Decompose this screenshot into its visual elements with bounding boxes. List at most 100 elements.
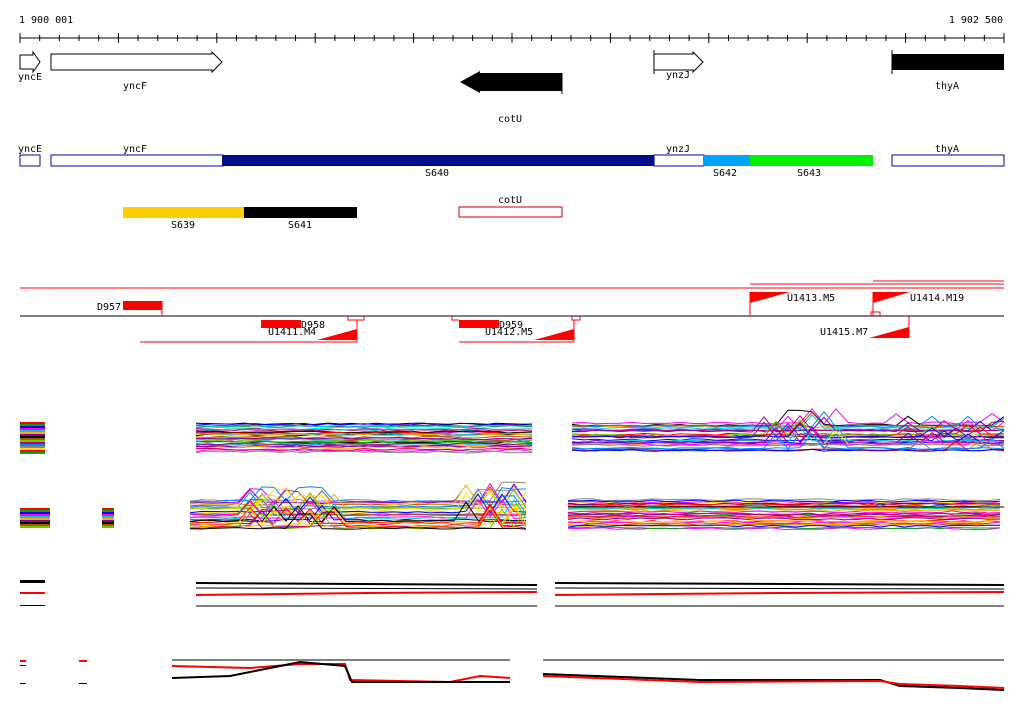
gene-arrow-yncF[interactable] (50, 50, 223, 74)
segment-S642[interactable] (703, 155, 750, 166)
expression-bar (20, 580, 45, 583)
segment-thyA[interactable] (891, 154, 1005, 167)
expression-profile-line (189, 506, 527, 528)
expression-profile-line (189, 501, 527, 523)
expression-profile-line (189, 487, 527, 509)
expression-bar (20, 592, 45, 594)
expression-profile-line (567, 515, 1001, 519)
expression-profile-line (195, 447, 533, 451)
expression-profile-line (571, 422, 1005, 439)
expression-profile-line (195, 591, 538, 596)
gene-arrow-cotU[interactable] (460, 71, 562, 93)
expression-profile-line (571, 435, 1005, 447)
segment-label-S642: S642 (713, 168, 737, 179)
expression-profile-line (171, 660, 510, 683)
expression-bar (102, 514, 114, 516)
expression-bar (102, 512, 114, 514)
feature-D959[interactable] (459, 320, 499, 328)
gene-arrow-yncE[interactable] (19, 50, 41, 74)
expression-bar (20, 510, 50, 512)
segment-label-S643: S643 (797, 168, 821, 179)
expression-bar (20, 424, 45, 426)
segment-cotU[interactable] (458, 206, 563, 218)
segment-S643[interactable] (750, 155, 873, 166)
expression-profile-line (189, 505, 527, 526)
coordinate-ruler (19, 33, 1005, 43)
expression-bar (102, 516, 114, 518)
expression-track-4 (20, 659, 1005, 691)
segment-S641[interactable] (244, 207, 357, 218)
feature-label-U1412: U1412.M5 (485, 327, 533, 338)
expression-profile-line (195, 442, 533, 446)
expression-profile-line (567, 524, 1001, 528)
feature-D958[interactable] (261, 320, 301, 328)
expression-bar (20, 514, 50, 516)
expression-profile-line (195, 440, 533, 444)
feature-label-D957: D957 (97, 302, 121, 313)
feature-U1415-flag[interactable] (869, 327, 909, 338)
feature-label-U1415: U1415.M7 (820, 327, 868, 338)
expression-bar (20, 442, 45, 444)
transcript-label-cotU: cotU (498, 195, 522, 206)
expression-profile-line (195, 439, 533, 443)
expression-bar (20, 438, 45, 440)
expression-profile-line (195, 587, 538, 590)
expression-profile-line (195, 422, 533, 426)
expression-bar (102, 510, 114, 512)
feature-label-U1414: U1414.M19 (910, 293, 964, 304)
expression-profile-line (571, 425, 1005, 443)
expression-track-2 (20, 481, 1004, 531)
feature-U1412-flag[interactable] (534, 329, 574, 340)
expression-bar (79, 660, 87, 662)
expression-bar (20, 434, 45, 436)
expression-profile-line (195, 430, 533, 434)
expression-profile-line (571, 448, 1005, 452)
expression-profile-line (567, 510, 1001, 514)
expression-bar (20, 440, 45, 442)
expression-profile-line (567, 523, 1001, 527)
feature-label-U1411: U1411.M4 (268, 327, 316, 338)
gene-label-cotU: cotU (498, 114, 522, 125)
segment-yncE[interactable] (19, 154, 41, 167)
expression-bar (20, 448, 45, 450)
expression-tracks (20, 408, 1005, 691)
expression-profile-line (567, 499, 1001, 503)
expression-bar (20, 683, 26, 684)
expression-profile-line (571, 416, 1005, 433)
segment-S640[interactable] (222, 155, 654, 166)
feature-U1413-flag[interactable] (750, 292, 790, 303)
segment-ynzJ[interactable] (653, 154, 705, 167)
transcript-label-yncF: yncF (123, 144, 147, 155)
expression-profile-line (571, 419, 1005, 437)
expression-profile-line (189, 490, 527, 511)
expression-profile-line (195, 427, 533, 431)
expression-profile-line (189, 513, 527, 530)
expression-profile-line (567, 517, 1001, 521)
expression-profile-line (554, 582, 1005, 586)
expression-profile-line (571, 434, 1005, 446)
segment-yncF[interactable] (50, 154, 224, 167)
feature-D957[interactable] (123, 301, 162, 310)
expression-bar (20, 426, 45, 428)
expression-profile-line (195, 430, 533, 434)
gene-arrow-thyA[interactable] (892, 54, 1004, 70)
segment-label-S639: S639 (171, 220, 195, 231)
expression-profile-line (567, 502, 1001, 506)
expression-profile-line (554, 591, 1005, 596)
expression-bar (20, 665, 26, 666)
feature-U1412-bracket-right (571, 316, 581, 321)
gene-arrow-ynzJ[interactable] (653, 50, 704, 74)
expression-bar (20, 432, 45, 434)
transcript-track: yncE yncF ynzJ thyA S640 S642 S643 cotU … (18, 144, 1005, 231)
feature-label-U1413: U1413.M5 (787, 293, 835, 304)
expression-bar (20, 444, 45, 446)
segment-S639[interactable] (123, 207, 244, 218)
feature-label-D959: D959 (499, 320, 523, 331)
feature-U1411-flag[interactable] (317, 329, 357, 340)
start-coordinate: 1 900 001 (19, 15, 73, 26)
feature-U1414-flag[interactable] (873, 292, 910, 303)
expression-profile-line (195, 435, 533, 439)
feature-U1412-bracket (451, 316, 459, 321)
expression-bar (20, 512, 50, 514)
end-coordinate: 1 902 500 (949, 15, 1003, 26)
